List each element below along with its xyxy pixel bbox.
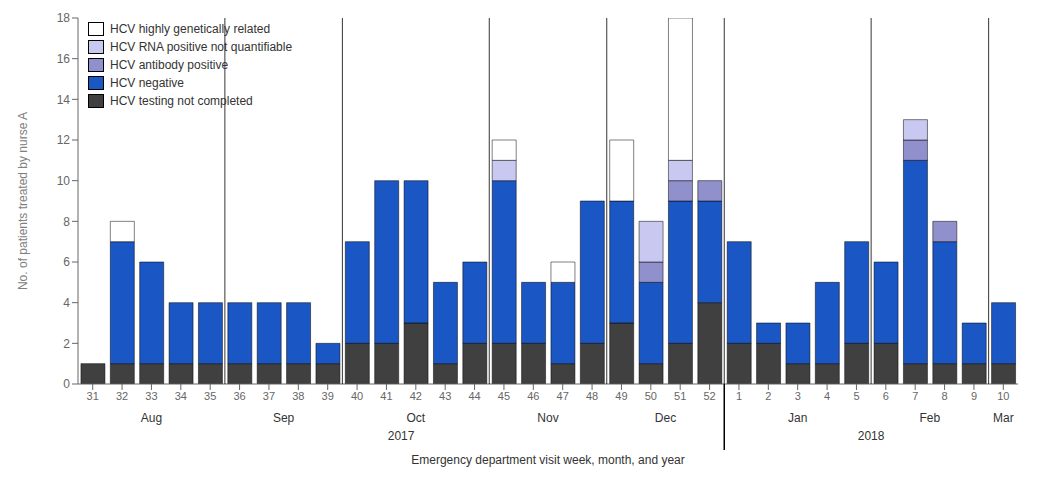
svg-text:14: 14 <box>57 93 71 107</box>
svg-text:Mar: Mar <box>993 411 1014 425</box>
svg-text:Nov: Nov <box>537 411 558 425</box>
svg-text:10: 10 <box>997 390 1009 402</box>
svg-text:2: 2 <box>63 337 70 351</box>
svg-text:40: 40 <box>351 390 363 402</box>
svg-text:2017: 2017 <box>388 429 415 443</box>
svg-text:8: 8 <box>942 390 948 402</box>
svg-text:34: 34 <box>175 390 187 402</box>
svg-text:Jan: Jan <box>788 411 807 425</box>
svg-text:No. of patients treated by nur: No. of patients treated by nurse A <box>16 112 30 290</box>
html-text:HCV testing not completed: HCV testing not completed <box>110 94 253 108</box>
svg-text:46: 46 <box>527 390 539 402</box>
svg-text:8: 8 <box>63 215 70 229</box>
svg-text:Sep: Sep <box>273 411 295 425</box>
svg-text:31: 31 <box>87 390 99 402</box>
svg-text:43: 43 <box>439 390 451 402</box>
svg-text:5: 5 <box>853 390 859 402</box>
html-text:HCV negative: HCV negative <box>110 76 184 90</box>
svg-text:41: 41 <box>380 390 392 402</box>
svg-text:39: 39 <box>322 390 334 402</box>
svg-text:Dec: Dec <box>655 411 676 425</box>
svg-text:18: 18 <box>57 11 71 25</box>
svg-text:45: 45 <box>498 390 510 402</box>
svg-text:10: 10 <box>57 174 71 188</box>
html-text:HCV antibody positive: HCV antibody positive <box>110 58 229 72</box>
svg-text:9: 9 <box>971 390 977 402</box>
svg-text:47: 47 <box>557 390 569 402</box>
svg-text:35: 35 <box>204 390 216 402</box>
html-text:HCV RNA positive not quantifia: HCV RNA positive not quantifiable <box>110 40 293 54</box>
svg-text:6: 6 <box>63 255 70 269</box>
svg-text:38: 38 <box>292 390 304 402</box>
svg-text:52: 52 <box>703 390 715 402</box>
svg-text:51: 51 <box>674 390 686 402</box>
svg-text:6: 6 <box>883 390 889 402</box>
svg-text:4: 4 <box>63 296 70 310</box>
svg-text:44: 44 <box>468 390 480 402</box>
svg-text:7: 7 <box>912 390 918 402</box>
svg-text:42: 42 <box>410 390 422 402</box>
svg-text:3: 3 <box>795 390 801 402</box>
svg-text:Oct: Oct <box>406 411 425 425</box>
svg-text:50: 50 <box>645 390 657 402</box>
svg-text:0: 0 <box>63 377 70 391</box>
svg-text:37: 37 <box>263 390 275 402</box>
svg-text:Feb: Feb <box>920 411 941 425</box>
svg-text:36: 36 <box>233 390 245 402</box>
svg-text:33: 33 <box>145 390 157 402</box>
svg-text:Emergency department visit wee: Emergency department visit week, month, … <box>411 453 684 467</box>
svg-text:32: 32 <box>116 390 128 402</box>
html-text:HCV highly genetically related: HCV highly genetically related <box>110 22 271 36</box>
svg-text:49: 49 <box>615 390 627 402</box>
svg-text:2018: 2018 <box>858 429 885 443</box>
svg-text:12: 12 <box>57 133 71 147</box>
svg-text:Aug: Aug <box>141 411 162 425</box>
svg-text:4: 4 <box>824 390 830 402</box>
svg-text:48: 48 <box>586 390 598 402</box>
svg-text:16: 16 <box>57 52 71 66</box>
svg-text:1: 1 <box>736 390 742 402</box>
svg-text:2: 2 <box>765 390 771 402</box>
